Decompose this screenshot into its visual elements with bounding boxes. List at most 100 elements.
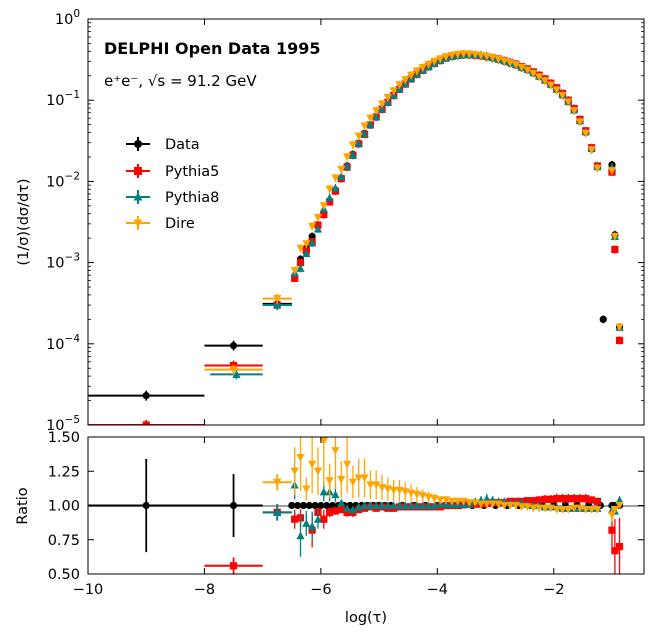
ratio-point-pythia5-51 [593,497,602,505]
ratio-point-dire-27 [447,497,456,506]
point-pythia8-8 [337,172,346,181]
main-ytick-base-3: 10 [46,174,64,190]
ratio-point-dire-50 [581,506,590,514]
ratio-point-dire-46 [558,506,567,514]
legend-item-pythia8: Pythia8 [126,190,219,206]
ratio-point-pythia8-8 [337,498,346,507]
point-pythia5-1 [296,259,305,267]
ratio-point-data-5 [317,501,325,510]
ratio-point-dire-9 [342,460,352,469]
ratio-point-dire-17 [389,486,398,495]
point-dire-44 [546,81,555,90]
point-dire-55 [615,323,624,332]
ratio-point-dire-10 [348,478,358,487]
main-ytick-base-4: 10 [46,93,64,109]
ratio-ytick-label-1: 0.75 [48,533,80,549]
legend-item-data: Data [126,137,200,153]
ratio-point-dire-34 [488,500,497,509]
ratio-point-data-6 [323,501,331,510]
ratio-point-dire-39 [517,503,526,511]
ratio-point-dire-41 [529,504,538,513]
point-pythia5-55 [615,336,624,345]
point-dire-24 [430,57,439,66]
ratio-ytick-label-3: 1.25 [48,464,80,480]
ratio-y-axis-label: Ratio [15,487,31,524]
point-dire-29 [459,50,468,58]
ratio-point-pythia5-46 [564,495,572,503]
ratio-point-dire-2 [302,485,311,494]
ratio-point-dire-6 [325,477,334,485]
ratio-point-dire-51 [587,506,596,514]
ratio-point-pythia5-8 [343,508,351,516]
ratio-point-dire-45 [552,506,561,514]
point-dire-3 [308,222,317,231]
point-dire-30 [465,50,474,59]
ratio-point-dire-33 [482,500,491,509]
point-dire-47 [564,98,573,107]
ratio-point-data-1 [293,501,302,510]
main-ytick-base-2: 10 [46,256,64,272]
point-pythia8-14 [372,112,381,121]
ratio-point-dire-11 [354,474,363,483]
point-dire-5 [319,202,328,210]
point-dire-10 [348,141,358,150]
point-dire-1 [296,244,305,253]
ratio-point-pythia8-10 [348,505,358,514]
main-ytick-exp-1: −4 [65,333,81,345]
point-dire-51 [587,146,596,154]
ratio-point-data-2 [299,501,308,510]
point-pythia8-7 [331,183,340,192]
main-ytick-label-3: 10−2 [46,170,80,190]
point-pythia5-54 [611,245,619,254]
main-plot-frame [87,18,645,426]
point-data-53 [599,315,607,323]
ratio-point-pythia5-45 [558,495,567,503]
legend-marker-pythia5 [134,167,142,175]
legend-label-pythia5: Pythia5 [165,164,219,180]
ratio-point-pythia5-43 [547,495,555,503]
bin-marker-pythia8-1 [273,300,282,309]
point-pythia8-11 [354,139,363,147]
point-dire-49 [575,118,585,127]
point-dire-21 [412,67,422,76]
legend-marker-dire [133,219,143,228]
ratio-xtick-label-2: −6 [310,582,331,598]
ratio-point-pythia8-18 [395,501,404,510]
bin-marker-data-0 [142,392,150,400]
main-ytick-base-1: 10 [46,337,64,353]
ratio-point-pythia8-9 [342,504,352,512]
main-ytick-exp-5: 0 [73,8,80,20]
point-dire-53 [607,167,617,175]
main-ytick-exp-2: −3 [65,252,80,264]
point-pythia5-5 [320,211,328,219]
ratio-point-dire-55 [615,501,624,510]
point-pythia8-16 [383,97,392,106]
main-x-ticks [87,19,555,425]
ratio-bin-marker-data-1 [229,501,238,510]
ratio-point-dire-47 [564,506,573,514]
ratio-point-dire-25 [436,496,445,505]
ratio-point-dire-42 [535,504,544,513]
annotation-energy: e⁺e⁻, √s = 91.2 GeV [104,72,257,90]
main-ytick-label-0: 10−5 [46,414,80,434]
ratio-point-dire-13 [366,481,375,490]
main-y-axis-label: (1/σ)(dσ/dτ) [16,178,32,265]
ratio-point-pythia5-42 [541,495,549,503]
ratio-point-dire-1 [296,453,305,462]
point-dire-14 [372,107,381,115]
ratio-point-dire-53 [607,511,617,520]
legend-label-data: Data [165,137,200,153]
point-dire-4 [313,213,323,222]
ratio-point-pythia8-5 [319,487,328,496]
point-dire-9 [342,153,352,162]
bin-marker-pythia8-0 [232,370,241,378]
point-dire-6 [325,185,334,194]
ratio-point-dire-8 [337,475,346,484]
legend-label-dire: Dire [165,216,195,232]
ratio-point-pythia8-1 [296,531,305,540]
legend-item-pythia5: Pythia5 [126,164,219,180]
ratio-point-pythia8-16 [383,501,392,510]
point-dire-12 [360,122,369,131]
